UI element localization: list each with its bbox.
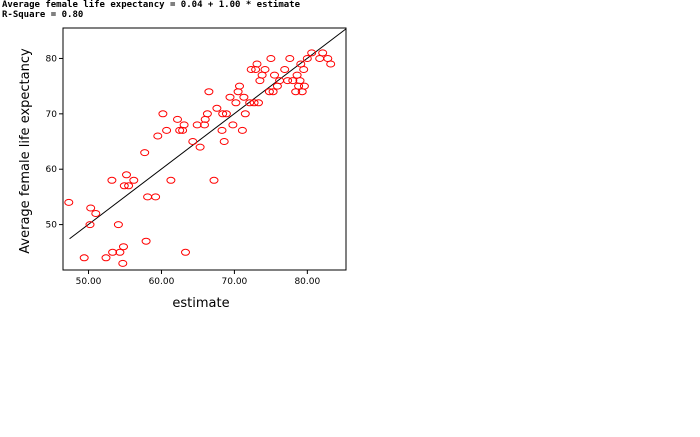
x-tick-label: 50.00 bbox=[76, 277, 102, 287]
data-point bbox=[315, 55, 325, 62]
data-point bbox=[254, 99, 263, 107]
data-point bbox=[173, 115, 182, 123]
data-point bbox=[129, 176, 139, 184]
data-point bbox=[268, 88, 278, 96]
data-point bbox=[245, 99, 255, 107]
data-point bbox=[124, 182, 134, 190]
data-point bbox=[288, 77, 298, 85]
data-point bbox=[153, 132, 163, 140]
data-point bbox=[283, 77, 293, 85]
data-point bbox=[302, 55, 312, 62]
data-point bbox=[280, 66, 290, 73]
regression-fit-line bbox=[69, 28, 347, 240]
data-point bbox=[233, 88, 243, 96]
data-point bbox=[275, 77, 285, 85]
data-point bbox=[175, 126, 185, 134]
data-point bbox=[108, 248, 118, 256]
data-point bbox=[299, 82, 309, 90]
data-point bbox=[158, 110, 168, 118]
data-point bbox=[140, 149, 150, 157]
data-point bbox=[151, 193, 161, 201]
data-point bbox=[166, 176, 176, 184]
x-tick-label: 70.00 bbox=[222, 277, 248, 287]
data-point bbox=[118, 259, 128, 267]
data-point bbox=[237, 126, 247, 134]
y-ticks-layer: 50 60 70 80 bbox=[46, 54, 63, 231]
data-point bbox=[217, 126, 227, 134]
data-point bbox=[326, 60, 336, 68]
data-point bbox=[257, 71, 267, 79]
data-point bbox=[240, 110, 250, 118]
data-point bbox=[195, 143, 205, 151]
data-point bbox=[64, 198, 74, 206]
data-point bbox=[307, 49, 317, 57]
y-tick-label: 60 bbox=[46, 165, 58, 175]
data-point bbox=[119, 182, 129, 190]
data-point bbox=[218, 110, 228, 118]
r-square-label: R-Square = 0.80 bbox=[2, 10, 84, 20]
data-point bbox=[204, 88, 214, 96]
data-point bbox=[249, 99, 259, 107]
data-point bbox=[179, 121, 189, 129]
data-point bbox=[264, 88, 274, 96]
data-point bbox=[228, 121, 238, 129]
data-point bbox=[221, 110, 231, 118]
data-point bbox=[192, 121, 202, 129]
data-point bbox=[86, 204, 96, 212]
data-point bbox=[113, 221, 123, 229]
data-point bbox=[219, 138, 229, 145]
data-point bbox=[181, 248, 190, 256]
x-axis-title: estimate bbox=[172, 296, 229, 311]
data-point bbox=[266, 55, 276, 62]
regression-equation: Average female life expectancy = 0.04 + … bbox=[2, 0, 301, 10]
data-point bbox=[252, 60, 262, 68]
data-point bbox=[270, 71, 279, 79]
x-ticks-layer: 50.00 60.00 70.00 80.00 bbox=[76, 270, 320, 287]
data-point bbox=[299, 66, 309, 73]
data-point bbox=[202, 110, 212, 118]
data-point bbox=[141, 237, 151, 245]
data-point bbox=[91, 210, 101, 217]
data-point bbox=[209, 176, 219, 184]
data-point bbox=[119, 243, 128, 251]
points-layer bbox=[64, 49, 336, 267]
data-point bbox=[188, 138, 198, 145]
x-tick-label: 80.00 bbox=[294, 277, 320, 287]
data-point bbox=[260, 66, 270, 73]
data-point bbox=[235, 82, 244, 90]
y-tick-label: 70 bbox=[46, 110, 58, 120]
fit-line-layer bbox=[69, 28, 347, 240]
data-point bbox=[318, 49, 328, 57]
data-point bbox=[79, 254, 89, 262]
data-point bbox=[143, 193, 153, 201]
data-point bbox=[85, 221, 95, 229]
data-point bbox=[162, 126, 172, 134]
data-point bbox=[225, 93, 235, 101]
data-point bbox=[122, 171, 131, 179]
y-tick-label: 80 bbox=[46, 54, 58, 64]
data-point bbox=[101, 254, 111, 262]
data-point bbox=[107, 176, 117, 184]
data-point bbox=[115, 248, 125, 256]
data-point bbox=[285, 55, 295, 62]
x-tick-label: 60.00 bbox=[149, 277, 175, 287]
plot-frame bbox=[62, 27, 347, 271]
y-axis-title: Average female life expectancy bbox=[18, 48, 33, 254]
data-point bbox=[295, 77, 305, 85]
data-point bbox=[239, 93, 249, 101]
data-point bbox=[212, 104, 222, 112]
data-point bbox=[231, 99, 241, 107]
data-point bbox=[246, 66, 256, 73]
y-tick-label: 50 bbox=[46, 221, 58, 231]
